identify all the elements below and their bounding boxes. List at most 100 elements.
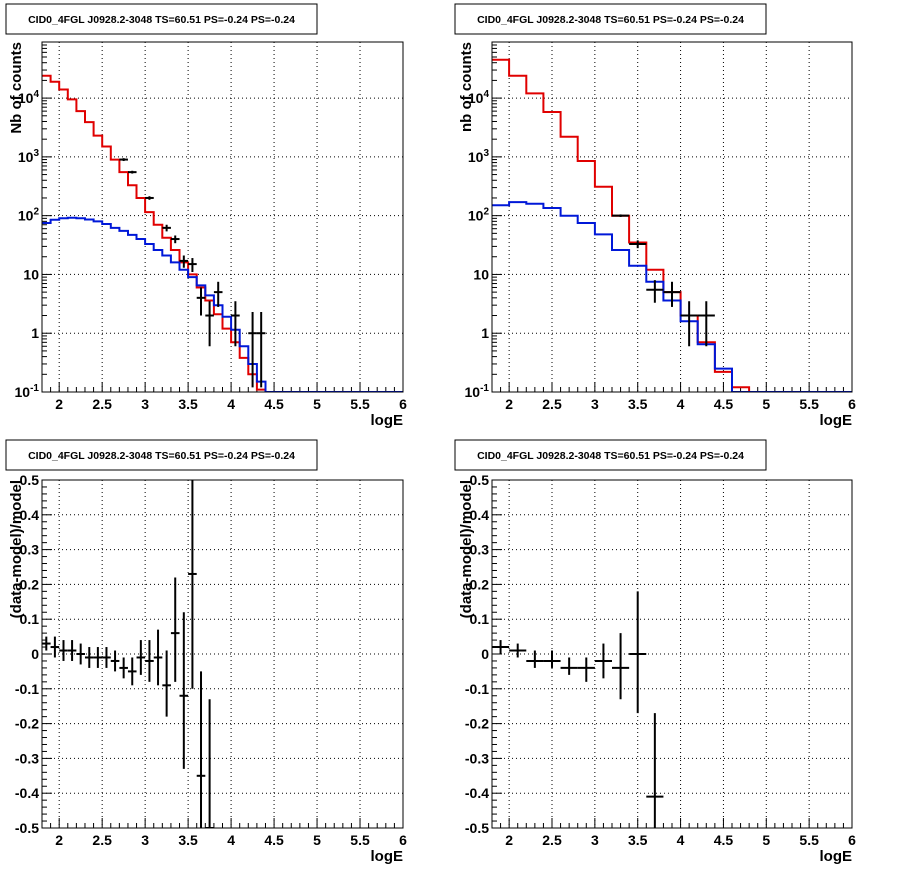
- data-point: [170, 577, 180, 682]
- chart-panel-4: 2 2.5 3 3.5 4 4.5 5 5.5 6 -0.5 -0.4 -0.3 -0.2 -0.1 0 0.…: [454, 439, 856, 865]
- data-point: [179, 612, 189, 769]
- series-line-model-source: [492, 201, 852, 392]
- chart-title-box: [454, 439, 767, 471]
- chart-title: CID0_4FGL J0928.2-3048 TS=60.51 PS=-0.24…: [28, 450, 295, 462]
- x-tick-label: 2.5: [542, 832, 562, 848]
- data-point: [127, 170, 137, 174]
- x-tick-label: 3.5: [178, 832, 198, 848]
- x-tick-label: 2.5: [92, 396, 112, 412]
- data-point: [543, 650, 561, 668]
- y-tick-label: 0: [481, 646, 489, 662]
- y-tick-label: 0.5: [470, 472, 490, 488]
- x-tick-label: 2.5: [92, 832, 112, 848]
- x-tick-label: 5: [313, 396, 321, 412]
- data-point: [196, 287, 206, 316]
- data-point: [93, 647, 103, 668]
- data-point: [629, 591, 647, 714]
- y-axis-title: (data-model)/model: [458, 480, 475, 618]
- data-point: [188, 258, 197, 273]
- data-point: [145, 196, 154, 200]
- x-tick-label: 2: [505, 396, 513, 412]
- x-tick-label: 4.5: [264, 396, 284, 412]
- plot-area: [42, 74, 403, 392]
- x-tick-label: 6: [399, 396, 407, 412]
- plot-area: [42, 480, 214, 828]
- data-point: [526, 650, 544, 668]
- plot-frame: [41, 41, 404, 393]
- x-tick-label: 4.5: [714, 832, 734, 848]
- data-point: [67, 640, 77, 661]
- data-point: [205, 699, 214, 828]
- y-tick-label: -0.2: [465, 716, 489, 732]
- x-axis-title: logE: [820, 848, 853, 865]
- x-tick-label: 4.5: [264, 832, 284, 848]
- x-tick-label: 5.5: [799, 396, 819, 412]
- y-tick-label: 0.4: [20, 507, 40, 523]
- plot-border: [41, 41, 404, 393]
- data-point: [50, 636, 60, 658]
- x-tick-label: 6: [848, 832, 856, 848]
- data-point: [213, 281, 223, 307]
- data-point: [162, 650, 171, 717]
- x-tick-label: 5: [313, 832, 321, 848]
- y-axis-title: (data-model)/model: [8, 480, 25, 618]
- chart-title: CID0_4FGL J0928.2-3048 TS=60.51 PS=-0.24…: [477, 14, 744, 26]
- y-tick-label: -0.4: [15, 785, 39, 801]
- x-tick-label: 3: [141, 832, 149, 848]
- data-point: [680, 301, 698, 347]
- y-tick-label: 1: [31, 325, 39, 341]
- y-tick-label: -0.3: [15, 750, 39, 766]
- data-point: [119, 158, 128, 162]
- data-point: [102, 647, 111, 668]
- chart-title: CID0_4FGL J0928.2-3048 TS=60.51 PS=-0.24…: [28, 14, 295, 26]
- x-tick-label: 3.5: [178, 396, 198, 412]
- data-point: [179, 255, 189, 268]
- y-axis-title: Nb of counts: [8, 42, 25, 134]
- y-tick-label: -0.1: [465, 681, 489, 697]
- chart-panel-1: 2 2.5 3 3.5 4 4.5 5 5.5 6 10-1 1 10 102 103 104 logE Nb …: [5, 3, 407, 429]
- x-tick-label: 5.5: [350, 832, 370, 848]
- x-tick-label: 2: [55, 832, 63, 848]
- data-point: [196, 671, 206, 828]
- y-tick-label: -0.2: [15, 716, 39, 732]
- chart-title: CID0_4FGL J0928.2-3048 TS=60.51 PS=-0.24…: [477, 450, 744, 462]
- y-tick-label: 103: [468, 148, 490, 165]
- data-point: [162, 224, 171, 232]
- x-axis-title: logE: [371, 412, 404, 429]
- data-point: [256, 311, 266, 388]
- data-point: [110, 650, 120, 672]
- y-tick-label: 0.2: [470, 576, 490, 592]
- y-tick-label: 10-1: [15, 383, 40, 400]
- plot-frame: [491, 41, 853, 393]
- data-point: [42, 636, 51, 651]
- chart-title-box: [5, 3, 318, 35]
- data-point: [188, 480, 197, 689]
- y-tick-label: 10: [473, 266, 489, 282]
- chart-title-box: [454, 3, 767, 35]
- y-tick-label: 102: [18, 207, 40, 224]
- data-point: [231, 301, 240, 347]
- plot-area: [492, 591, 664, 828]
- x-tick-label: 3: [141, 396, 149, 412]
- x-tick-label: 2.5: [542, 396, 562, 412]
- y-tick-label: -0.3: [465, 750, 489, 766]
- chart-title-box: [5, 439, 318, 471]
- data-point: [560, 657, 578, 675]
- x-tick-label: 5: [762, 396, 770, 412]
- y-tick-label: 104: [18, 89, 40, 106]
- data-point: [145, 640, 154, 682]
- x-tick-label: 6: [399, 832, 407, 848]
- x-tick-label: 5: [762, 832, 770, 848]
- y-tick-label: 102: [468, 207, 490, 224]
- plot-area: [492, 58, 852, 392]
- series-line-model-source: [42, 216, 403, 392]
- data-point: [136, 640, 146, 675]
- y-tick-label: -0.5: [465, 820, 489, 836]
- y-tick-label: 0: [31, 646, 39, 662]
- x-tick-label: 4.5: [714, 396, 734, 412]
- y-tick-label: 10-1: [465, 383, 490, 400]
- y-tick-label: 1: [481, 325, 489, 341]
- data-point: [612, 633, 630, 700]
- data-point: [629, 240, 647, 249]
